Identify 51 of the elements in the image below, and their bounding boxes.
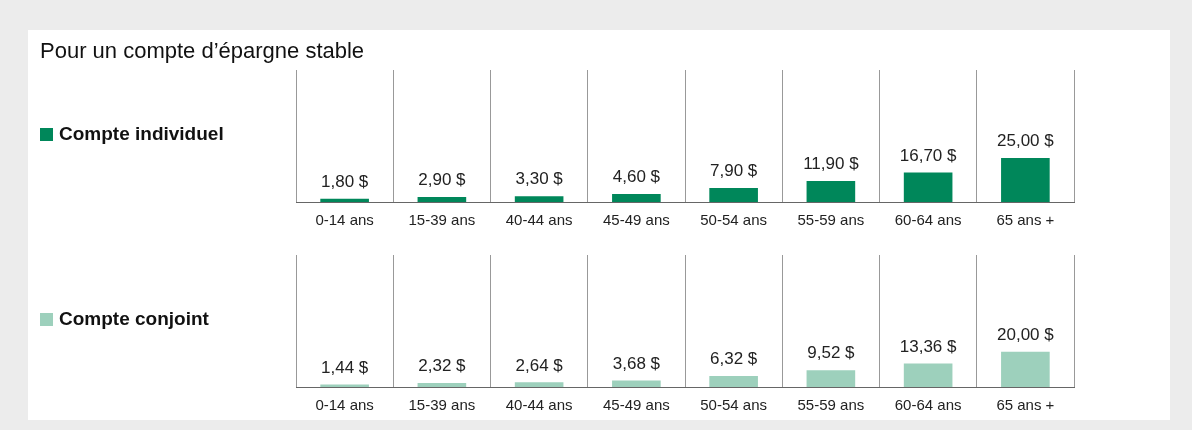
bar xyxy=(417,196,467,202)
bar xyxy=(514,382,564,387)
data-label: 3,30 $ xyxy=(515,169,564,189)
x-tick-label: 40-44 ans xyxy=(505,211,573,229)
data-label: 1,80 $ xyxy=(320,172,369,192)
chart-title: Pour un compte d’épargne stable xyxy=(40,38,365,64)
data-label: 25,00 $ xyxy=(997,131,1055,151)
bar xyxy=(320,198,369,202)
bar xyxy=(709,375,758,387)
bar xyxy=(417,382,467,387)
data-label: 13,36 $ xyxy=(899,336,958,356)
data-label: 11,90 $ xyxy=(803,154,860,174)
x-tick-label: 15-39 ans xyxy=(408,396,476,414)
x-tick-label: 50-54 ans xyxy=(700,211,767,229)
bar xyxy=(612,380,661,387)
bar xyxy=(806,370,856,387)
bar xyxy=(320,384,369,387)
data-label: 2,90 $ xyxy=(418,170,467,190)
data-label: 2,64 $ xyxy=(515,355,564,375)
x-tick-label: 55-59 ans xyxy=(797,396,865,414)
x-tick-label: 0-14 ans xyxy=(315,211,374,229)
bar xyxy=(1001,158,1050,202)
x-tick-label: 60-64 ans xyxy=(894,211,962,229)
x-tick-label: 55-59 ans xyxy=(797,211,865,229)
x-tick-label: 65 ans + xyxy=(996,211,1055,229)
data-label: 16,70 $ xyxy=(899,145,958,165)
x-tick-label: 65 ans + xyxy=(996,396,1055,414)
data-label: 20,00 $ xyxy=(997,324,1055,344)
bar xyxy=(709,188,758,202)
bar xyxy=(806,181,856,202)
bar xyxy=(903,172,953,202)
data-label: 3,68 $ xyxy=(612,353,661,373)
x-tick-label: 45-49 ans xyxy=(603,211,670,229)
legend-label: Compte individuel xyxy=(59,123,224,145)
data-label: 7,90 $ xyxy=(709,161,758,181)
bar xyxy=(1001,351,1050,387)
x-tick-label: 40-44 ans xyxy=(505,396,573,414)
x-tick-label: 15-39 ans xyxy=(408,211,476,229)
data-label: 2,32 $ xyxy=(418,356,467,376)
x-tick-label: 45-49 ans xyxy=(603,396,670,414)
legend-label: Compte conjoint xyxy=(59,308,209,330)
x-tick-label: 0-14 ans xyxy=(315,396,374,414)
data-label: 6,32 $ xyxy=(709,349,758,369)
x-tick-label: 50-54 ans xyxy=(700,396,767,414)
data-label: 9,52 $ xyxy=(807,343,856,363)
x-tick-label: 60-64 ans xyxy=(894,396,962,414)
data-label: 4,60 $ xyxy=(612,167,661,187)
bar xyxy=(514,196,564,202)
bar xyxy=(903,363,953,387)
data-label: 1,44 $ xyxy=(320,357,369,377)
bar xyxy=(612,193,661,202)
